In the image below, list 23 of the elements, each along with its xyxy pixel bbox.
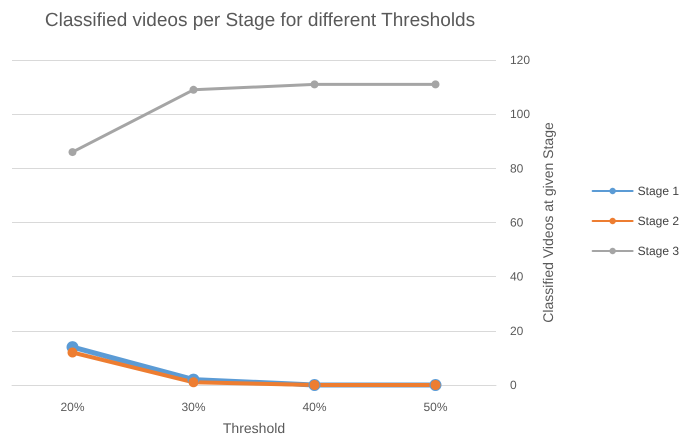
point bbox=[310, 80, 318, 88]
y-tick-label: 60 bbox=[510, 216, 524, 230]
legend-label: Stage 3 bbox=[638, 244, 680, 258]
x-tick-label: 50% bbox=[423, 400, 448, 414]
point bbox=[188, 377, 198, 388]
point bbox=[68, 148, 76, 156]
legend-label: Stage 1 bbox=[638, 184, 680, 198]
point bbox=[68, 348, 78, 358]
x-axis-title: Threshold bbox=[222, 420, 286, 436]
y-tick-label: 0 bbox=[510, 378, 517, 392]
y-tick-label: 120 bbox=[510, 53, 530, 67]
y-tick-label: 100 bbox=[510, 107, 530, 122]
y-tick-label: 80 bbox=[510, 161, 524, 176]
chart-title: Classified videos per Stage for different Thresholds bbox=[44, 10, 476, 31]
x-tick-label: 40% bbox=[302, 400, 327, 414]
point bbox=[190, 86, 198, 94]
legend-label: Stage 2 bbox=[638, 214, 680, 228]
y-tick-label: 20 bbox=[510, 324, 524, 338]
y-tick-label: 40 bbox=[510, 270, 524, 284]
x-tick-label: 20% bbox=[60, 400, 85, 414]
point bbox=[432, 80, 440, 88]
y-axis-title: Classified Videos at given Stage bbox=[540, 122, 556, 323]
x-tick-label: 30% bbox=[181, 400, 206, 414]
